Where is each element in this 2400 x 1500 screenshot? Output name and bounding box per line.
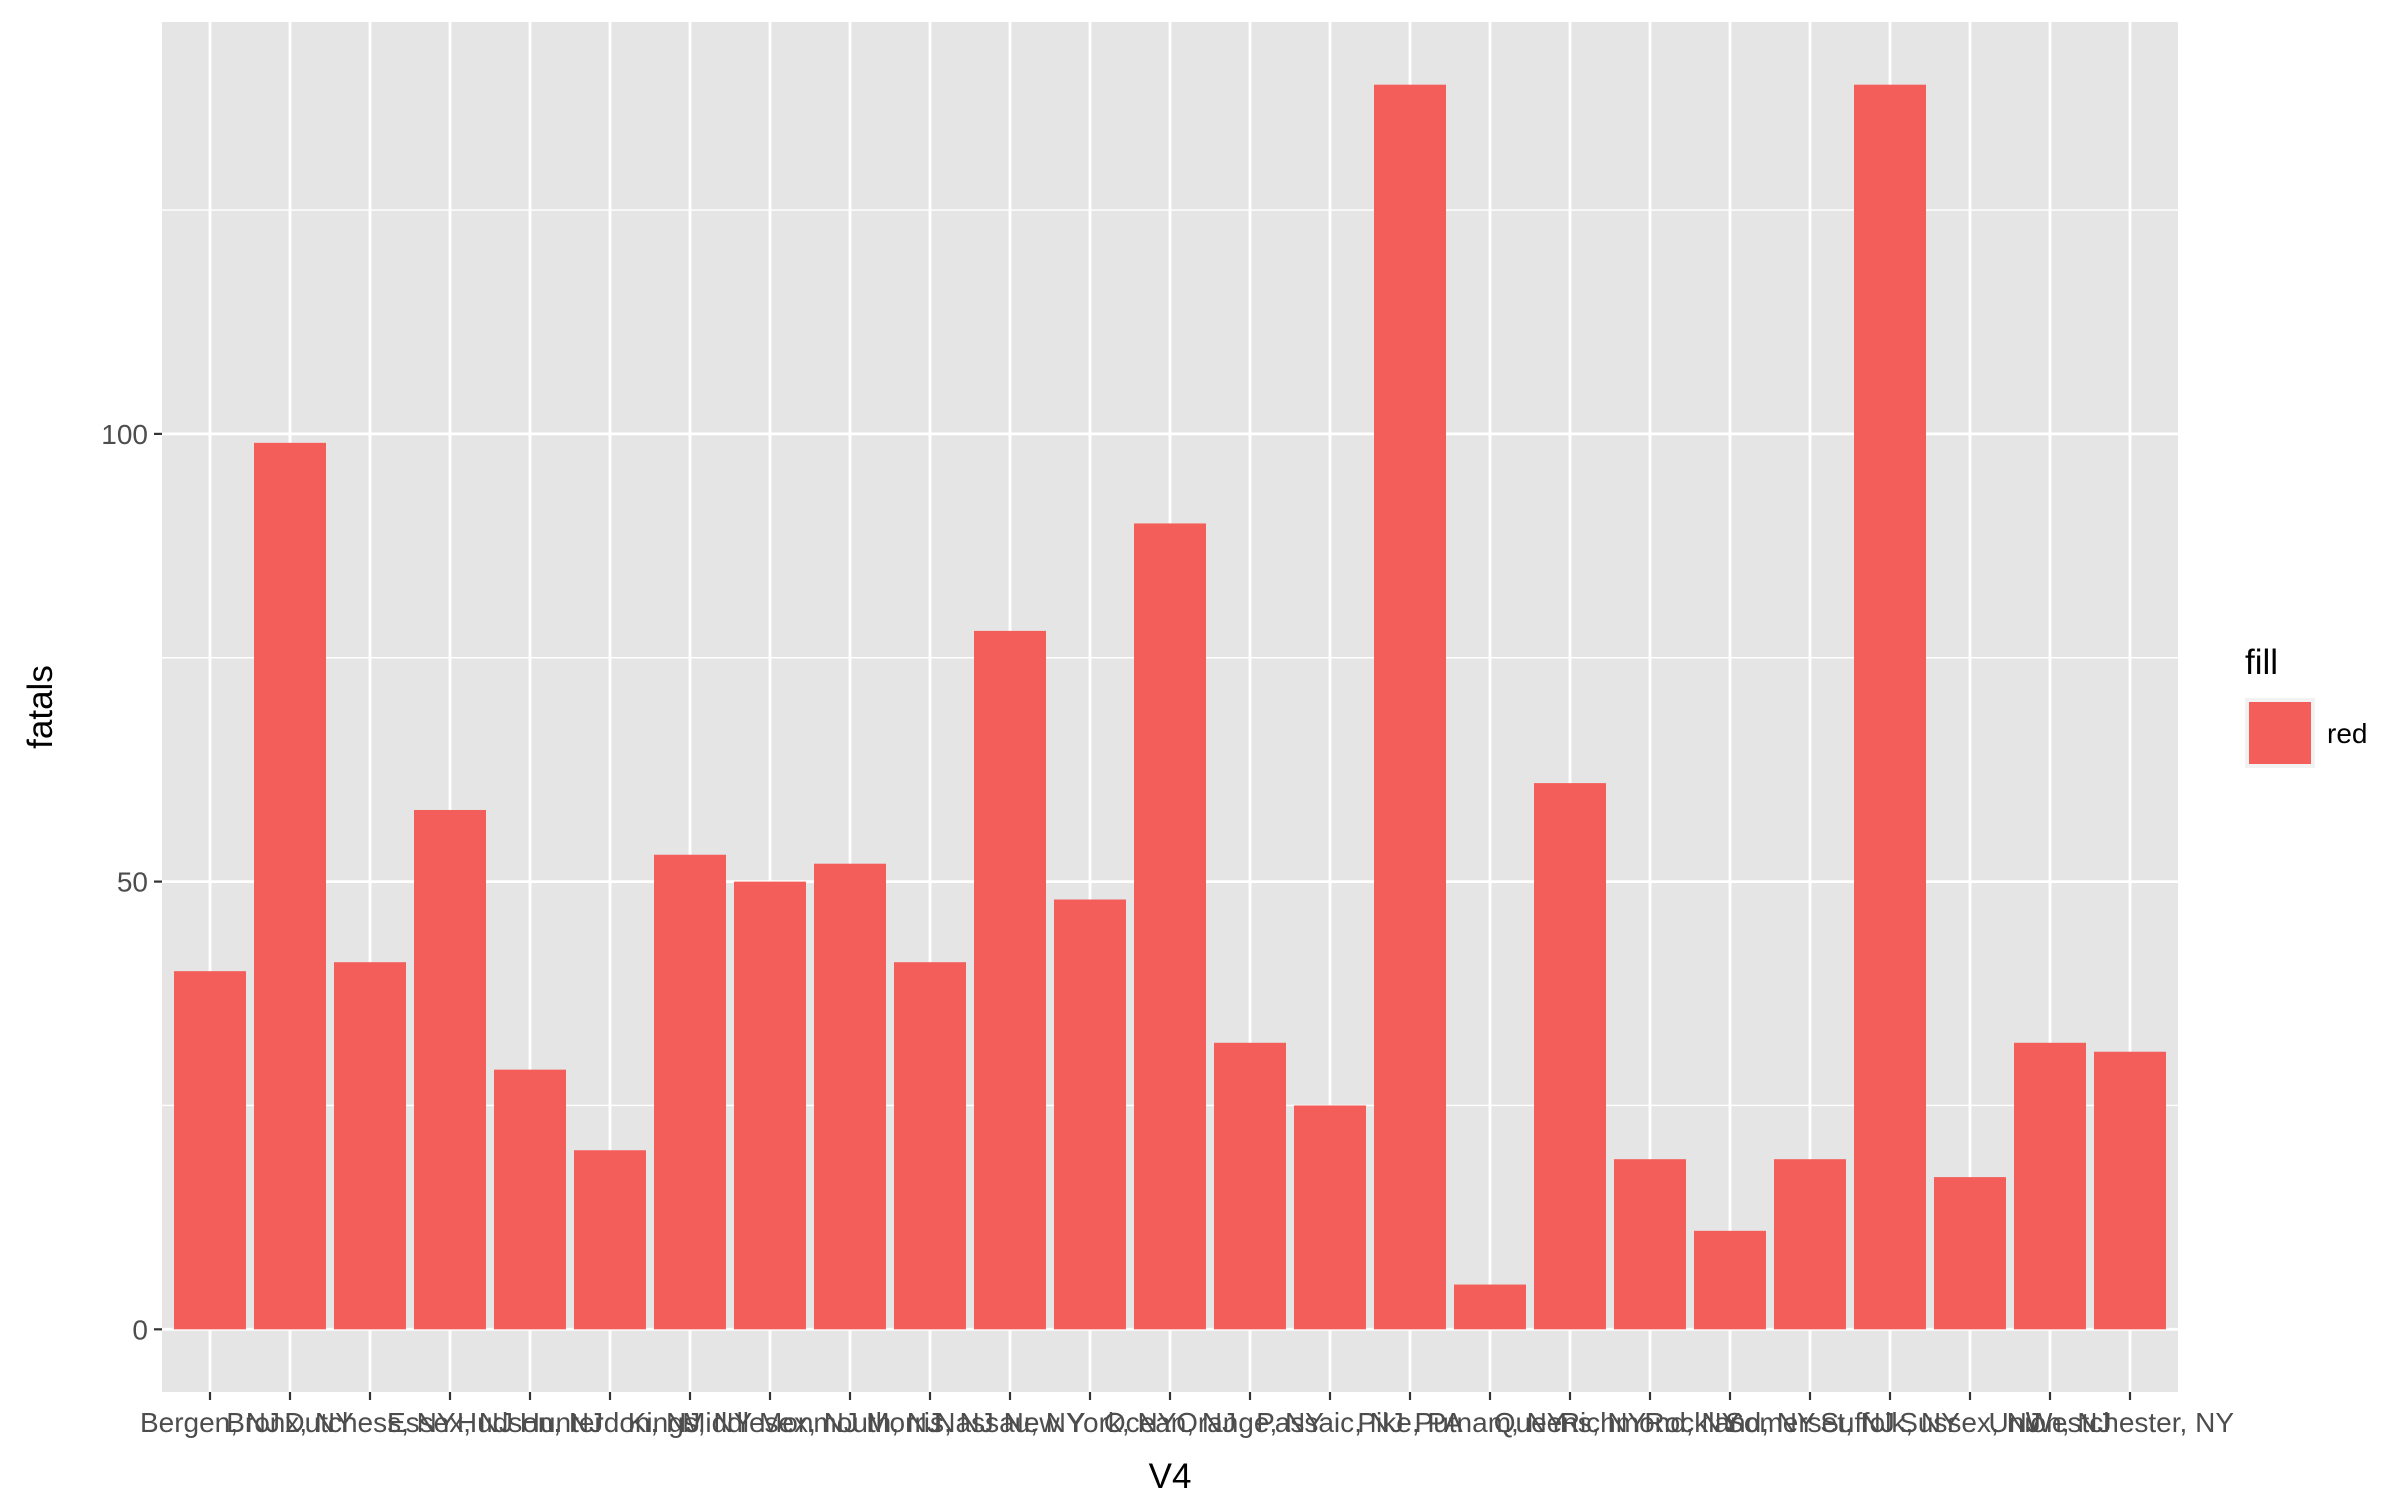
bar-series [174, 84, 2166, 1330]
bar-orange-ny [1214, 1042, 1286, 1330]
x-tick-label: Kings, NY [628, 1407, 753, 1438]
bar-queens-ny [1534, 783, 1606, 1330]
x-tick-label: Passaic, NJ [1256, 1407, 1404, 1438]
bar-westchester-ny [2094, 1051, 2166, 1330]
x-tick-label: Monmouth, NJ [759, 1407, 941, 1438]
bar-union-nj [2014, 1042, 2086, 1330]
bar-passaic-nj [1294, 1105, 1366, 1330]
y-tick-label: 50 [117, 867, 148, 898]
legend: fill red [2245, 643, 2367, 768]
x-tick-label: Suffolk, NY [1820, 1407, 1960, 1438]
x-tick-label: Dutchess, NY [284, 1407, 455, 1438]
x-tick-label: Westchester, NY [2026, 1407, 2234, 1438]
bar-pike-pa [1374, 84, 1446, 1330]
x-tick-label: Hunterdon, NJ [520, 1407, 701, 1438]
x-tick-label: Rockland, NY [1644, 1407, 1816, 1438]
legend-swatch-red [2249, 702, 2311, 764]
bar-suffolk-ny [1854, 84, 1926, 1330]
x-tick-label: Nassau, NY [935, 1407, 1085, 1438]
bar-dutchess-ny [334, 962, 406, 1330]
x-tick-label: Pike, PA [1357, 1407, 1463, 1438]
x-tick-label: Union, NJ [1989, 1407, 2112, 1438]
x-tick-label: Essex, NJ [387, 1407, 513, 1438]
x-tick-label: Queens, NY [1494, 1407, 1647, 1438]
bar-hunterdon-nj [574, 1150, 646, 1330]
x-tick-label: Ocean, NJ [1104, 1407, 1236, 1438]
bar-rockland-ny [1694, 1230, 1766, 1330]
bar-morris-nj [894, 962, 966, 1330]
bar-richmond-ny [1614, 1159, 1686, 1330]
x-tick-label: Somerset, NJ [1725, 1407, 1895, 1438]
bar-monmouth-nj [814, 863, 886, 1330]
bar-new-york-ny [1054, 899, 1126, 1330]
x-tick-label: Sussex, NJ [1899, 1407, 2041, 1438]
x-axis-title: V4 [1149, 1457, 1192, 1496]
x-tick-label: Bronx, NY [226, 1407, 354, 1438]
y-axis-ticks: 0 50 100 [101, 419, 162, 1345]
bar-sussex-nj [1934, 1177, 2006, 1330]
bar-hudson-nj [494, 1069, 566, 1330]
bar-bergen-nj [174, 971, 246, 1330]
bar-middlesex-nj [734, 881, 806, 1330]
legend-label-red: red [2327, 718, 2367, 749]
x-tick-label: Putnam, NY [1415, 1407, 1566, 1438]
bar-somerset-nj [1774, 1159, 1846, 1330]
x-tick-label: Middlesex, NJ [682, 1407, 858, 1438]
bar-essex-nj [414, 809, 486, 1330]
y-axis-title: fatals [21, 665, 60, 749]
bar-bronx-ny [254, 442, 326, 1330]
y-tick-label: 100 [101, 419, 148, 450]
bar-kings-ny [654, 854, 726, 1330]
x-tick-label: New York, NY [1004, 1407, 1177, 1438]
bar-ocean-nj [1134, 523, 1206, 1330]
legend-title: fill [2245, 643, 2278, 682]
y-tick-label: 0 [132, 1314, 148, 1345]
x-tick-label: Richmond, NY [1560, 1407, 1741, 1438]
x-tick-label: Bergen, NJ [140, 1407, 280, 1438]
bar-putnam-ny [1454, 1284, 1526, 1330]
bar-nassau-ny [974, 630, 1046, 1330]
x-tick-label: Hudson, NJ [457, 1407, 603, 1438]
x-tick-label: Orange, NY [1176, 1407, 1324, 1438]
x-tick-label: Morris, NJ [866, 1407, 994, 1438]
